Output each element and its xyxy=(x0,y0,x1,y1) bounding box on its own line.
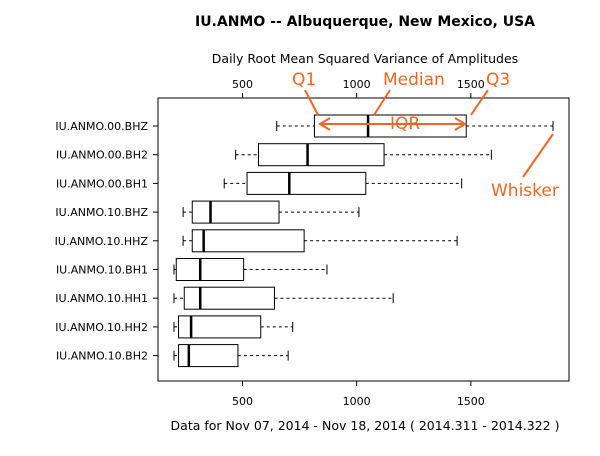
box-iu-anmo-10-bhz xyxy=(182,200,360,224)
top-tick-label: 1500 xyxy=(457,78,485,91)
box-iu-anmo-10-hhz xyxy=(182,229,458,253)
category-label: IU.ANMO.10.HHZ xyxy=(55,235,149,248)
chart-subtitle: Daily Root Mean Squared Variance of Ampl… xyxy=(212,51,518,66)
category-label: IU.ANMO.10.BH2 xyxy=(56,350,148,363)
whisker-pointer xyxy=(522,133,554,178)
q3-pointer xyxy=(470,89,489,116)
category-label: IU.ANMO.10.BH1 xyxy=(56,264,148,277)
box-iu-anmo-10-bh1 xyxy=(173,258,328,281)
annotation-q3: Q3 xyxy=(486,70,510,90)
top-axis: 500 1000 1500 xyxy=(232,78,485,98)
box-iu-anmo-10-hh1 xyxy=(173,286,394,310)
annotation-q1: Q1 xyxy=(292,70,316,90)
bottom-axis: 500 1000 1500 xyxy=(232,381,485,408)
iqr-box xyxy=(257,143,385,167)
box-iu-anmo-00-bhz xyxy=(276,114,554,138)
iqr-box xyxy=(178,344,239,368)
iqr-box xyxy=(191,200,280,224)
top-tick-label: 1000 xyxy=(343,78,371,91)
annotation-layer: Q1 Median Q3 IQR Whisker xyxy=(292,70,559,201)
box-iu-anmo-10-hh2 xyxy=(173,315,294,339)
chart-title: IU.ANMO -- Albuquerque, New Mexico, USA xyxy=(195,14,535,30)
median-pointer xyxy=(373,89,391,116)
iqr-box xyxy=(178,315,262,339)
iqr-box xyxy=(313,114,467,138)
iqr-arrowhead-right xyxy=(454,117,467,131)
bottom-tick-label: 1500 xyxy=(457,395,485,408)
category-label: IU.ANMO.10.BHZ xyxy=(55,206,148,219)
box-iu-anmo-10-bh2 xyxy=(173,344,289,368)
bottom-tick-label: 500 xyxy=(232,395,253,408)
bottom-tick-label: 1000 xyxy=(343,395,371,408)
iqr-arrowhead-left xyxy=(318,117,331,131)
iqr-box xyxy=(183,286,275,310)
category-label: IU.ANMO.00.BH2 xyxy=(56,149,148,162)
iqr-box xyxy=(246,171,367,195)
category-label: IU.ANMO.10.HH1 xyxy=(55,292,148,305)
annotation-whisker: Whisker xyxy=(491,181,559,201)
box-iu-anmo-00-bh2 xyxy=(235,143,492,167)
category-label: IU.ANMO.10.HH2 xyxy=(55,321,148,334)
annotation-median: Median xyxy=(383,70,445,90)
left-axis: IU.ANMO.00.BHZ IU.ANMO.00.BH2 IU.ANMO.00.B… xyxy=(55,120,158,363)
x-axis-label: Data for Nov 07, 2014 - Nov 18, 2014 ( 2… xyxy=(171,418,560,433)
iqr-box xyxy=(175,258,245,281)
plot-frame xyxy=(157,97,570,382)
top-tick-label: 500 xyxy=(232,78,253,91)
category-label: IU.ANMO.00.BH1 xyxy=(56,177,148,190)
q1-pointer xyxy=(304,89,319,116)
iqr-box xyxy=(191,229,305,253)
box-series xyxy=(173,114,554,368)
box-iu-anmo-00-bh1 xyxy=(223,171,463,195)
category-label: IU.ANMO.00.BHZ xyxy=(55,120,148,133)
